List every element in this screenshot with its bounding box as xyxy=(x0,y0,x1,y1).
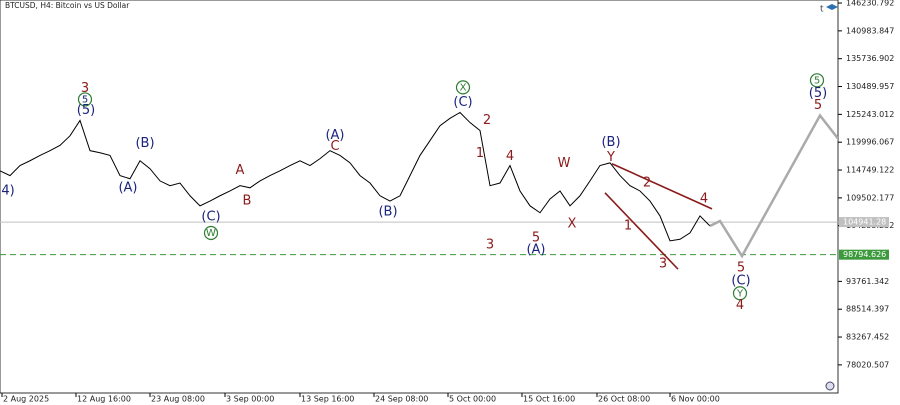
wave-label: 1 xyxy=(476,146,484,161)
y-tick-label: 114749.122 xyxy=(846,166,894,175)
wave-label: A xyxy=(236,163,245,178)
projection-line xyxy=(709,113,838,259)
x-tick-label: 12 Aug 16:00 xyxy=(77,395,131,404)
plot-area: 35(5)(B)(A)(C)WAB(A)C(B)X(C)21 43 5(A)WX(B… xyxy=(0,73,838,313)
y-tick-label: 140983.847 xyxy=(846,26,894,35)
x-tick-label: 6 Nov 00:00 xyxy=(671,395,720,404)
trendline xyxy=(611,162,713,210)
wave-label: W xyxy=(558,156,571,171)
wave-label: 3 xyxy=(81,81,89,96)
wave-circle xyxy=(77,92,93,107)
level-label: 98794.626 xyxy=(843,250,886,259)
wave-label: (B) xyxy=(378,204,397,219)
wave-label: (C) xyxy=(453,95,472,110)
icon-hat xyxy=(826,4,838,10)
x-tick-label: 5 Oct 00:00 xyxy=(449,395,496,404)
wave-label: (A) xyxy=(118,180,137,195)
x-tick-label: 24 Sep 08:00 xyxy=(375,395,428,404)
wave-label: 5 xyxy=(814,75,820,86)
wave-circle xyxy=(732,286,748,301)
wave-label: 5 xyxy=(82,94,88,105)
y-tick-label: 130489.957 xyxy=(846,82,894,91)
x-tick-label: 2 Aug 2025 xyxy=(3,395,49,404)
wave-label: C xyxy=(330,139,339,154)
level-label-box xyxy=(839,217,889,228)
wave-label: W xyxy=(206,228,216,239)
wave-label: Y xyxy=(736,288,744,299)
wave-circle xyxy=(203,225,219,241)
wave-label: (C) xyxy=(731,274,750,289)
y-tick-label: 88514.397 xyxy=(846,305,889,314)
wave-label: (A) xyxy=(325,128,344,143)
y-tick-label: 93761.342 xyxy=(846,277,889,286)
wave-label: 2 xyxy=(643,175,651,190)
wave-label: 4 xyxy=(736,298,744,313)
y-tick-label: 135736.902 xyxy=(846,54,894,63)
wave-label: B xyxy=(243,193,252,208)
x-tick-label: 23 Aug 08:00 xyxy=(151,395,205,404)
x-tick-label: 13 Sep 16:00 xyxy=(301,395,354,404)
trendline xyxy=(604,192,679,270)
y-tick-label: 78020.507 xyxy=(846,360,889,369)
level-label: 104941.28 xyxy=(843,218,886,227)
wave-circle xyxy=(809,73,825,88)
icon-settings[interactable] xyxy=(825,381,835,391)
x-tick-label: 3 Sep 00:00 xyxy=(226,395,274,404)
wave-label: 4 xyxy=(506,149,514,164)
wave-label: 4) xyxy=(1,183,14,198)
x-tick-label: 15 Oct 16:00 xyxy=(523,395,575,404)
y-tick-label: 125243.012 xyxy=(846,110,894,119)
level-label-box xyxy=(839,249,889,260)
wave-label: 3 xyxy=(486,238,494,253)
chart-title: BTCUSD, H4: Bitcoin vs US Dollar xyxy=(5,1,130,10)
wave-label: X xyxy=(460,82,467,93)
wave-label: (5) xyxy=(809,86,827,101)
wave-label: (5) xyxy=(77,103,95,118)
y-tick-label: 83267.452 xyxy=(846,333,889,342)
wave-label: 5 xyxy=(532,230,540,245)
wave-label: 5 xyxy=(814,98,822,113)
y-tick-label: 146230.792 xyxy=(846,0,894,8)
wave-label: Y xyxy=(606,150,615,165)
wave-label: 1 xyxy=(624,218,632,233)
wave-label: (C) xyxy=(201,209,220,224)
wave-label: X xyxy=(568,216,577,231)
wave-label: 3 xyxy=(659,257,667,272)
wave-label: 2 xyxy=(483,113,491,128)
wave-label: 5 xyxy=(737,261,745,276)
wave-circle xyxy=(455,80,471,95)
icon-t: t xyxy=(820,5,824,15)
y-tick-label: 109502.177 xyxy=(846,193,894,202)
wave-label: (B) xyxy=(135,136,154,151)
wave-label: (A) xyxy=(526,243,545,258)
price-line xyxy=(0,111,711,242)
x-tick-label: 26 Oct 08:00 xyxy=(598,395,650,404)
plot-frame xyxy=(0,0,839,394)
y-tick-label: 119996.067 xyxy=(846,138,894,147)
wave-label: 4 xyxy=(700,191,708,206)
wave-label: (B) xyxy=(601,135,620,150)
